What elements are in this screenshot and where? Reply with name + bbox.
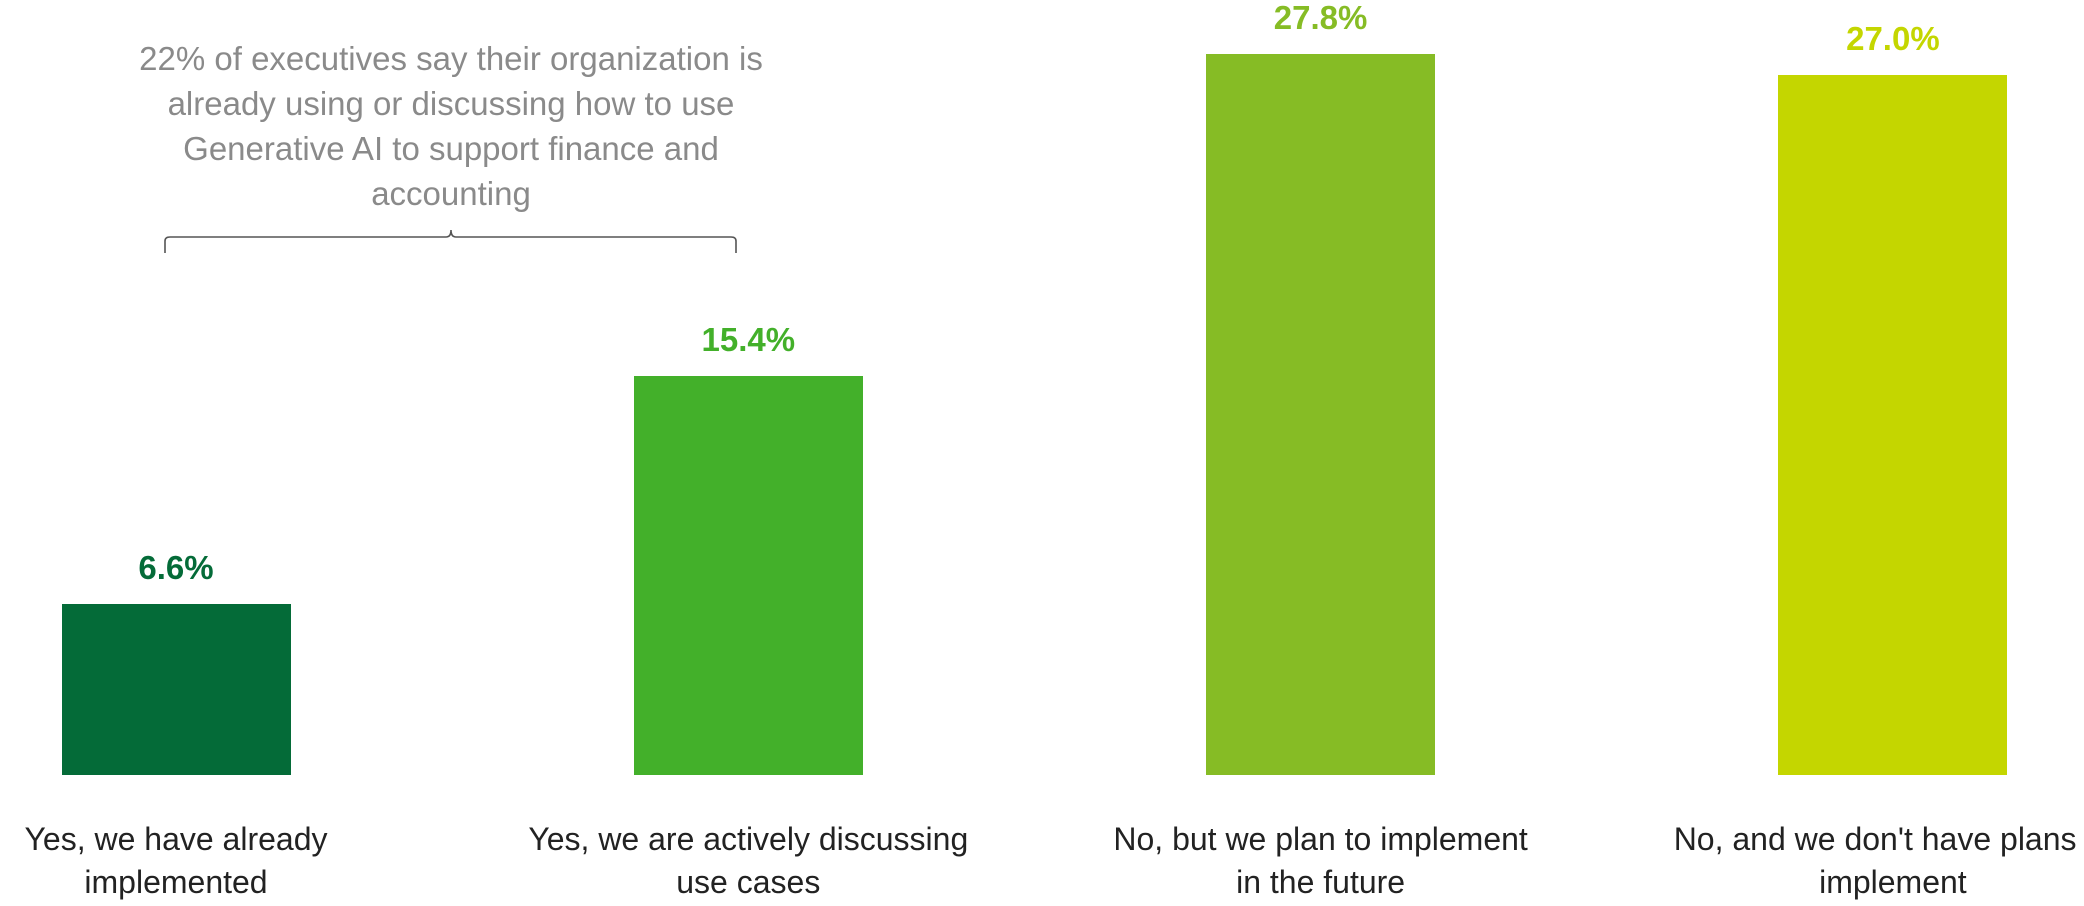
x-tick-label: No, and we don't have plans to implement — [1673, 821, 2084, 900]
annotation: 22% of executives say their organization… — [139, 40, 763, 212]
x-tick-label: Yes, we are actively discussing use case… — [528, 821, 969, 900]
bracket — [164, 229, 737, 253]
value-label: 27.8% — [1273, 0, 1368, 36]
bar — [633, 375, 863, 775]
x-tick-label: No, but we plan to implement in the futu… — [1113, 821, 1528, 900]
bar — [61, 603, 291, 775]
value-label: 6.6% — [138, 548, 214, 586]
bar — [1206, 54, 1436, 775]
value-label: 15.4% — [701, 320, 796, 358]
x-tick-label: Yes, we have already implemented — [24, 821, 328, 900]
bar — [1778, 74, 2008, 775]
value-label: 27.0% — [1846, 19, 1940, 57]
